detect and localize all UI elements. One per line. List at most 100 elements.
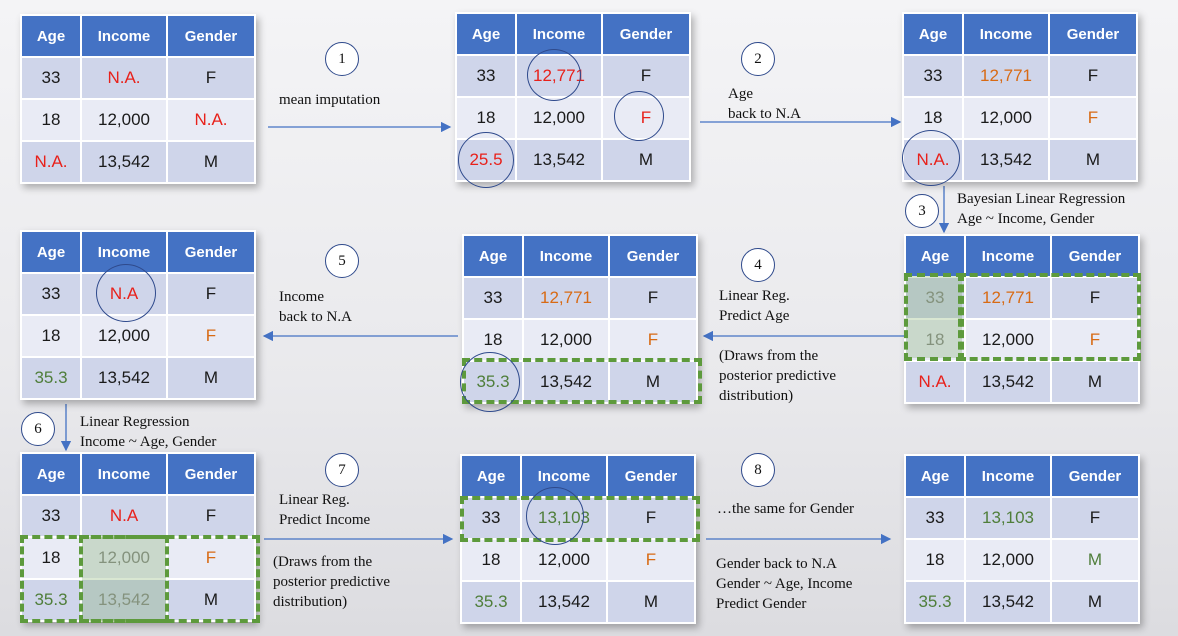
cell: 35.3	[906, 582, 964, 622]
cell: 12,000	[82, 100, 166, 140]
cell: F	[608, 540, 694, 580]
step-6-badge: 6	[21, 412, 55, 446]
cell: 33	[904, 56, 962, 96]
table-age-regression: Age Income Gender 33 12,771 F 18 12,000 F N.A.…	[904, 234, 1140, 404]
header-age: Age	[22, 232, 80, 272]
cell: 35.3	[462, 582, 520, 622]
step-4-draws-note: (Draws from the posterior predictive dis…	[719, 348, 837, 404]
cell: 33	[906, 498, 964, 538]
cell: F	[168, 496, 254, 536]
cell: 12,000	[966, 540, 1050, 580]
header-age: Age	[457, 14, 515, 54]
table-final: Age Income Gender 33 13,103 F 18 12,000 M 35.3…	[904, 454, 1140, 624]
header-gender: Gender	[610, 236, 696, 276]
header-income: Income	[966, 456, 1050, 496]
step-8-note: …the same for Gender	[717, 501, 855, 517]
highlight-ring	[614, 91, 664, 141]
header-age: Age	[462, 456, 520, 496]
step-7-badge: 7	[325, 453, 359, 487]
cell: F	[168, 274, 254, 314]
cell: M	[1050, 140, 1136, 180]
step-7-draws-note: (Draws from the posterior predictive dis…	[273, 554, 391, 610]
header-age: Age	[22, 454, 80, 494]
cell: 33	[464, 278, 522, 318]
cell: F	[168, 316, 254, 356]
cell: 33	[462, 498, 520, 538]
cell: M	[168, 580, 254, 620]
cell: 33	[906, 278, 964, 318]
shaded-region	[906, 276, 962, 358]
cell: 13,542	[82, 580, 166, 620]
highlight-ring	[458, 132, 514, 188]
header-age: Age	[464, 236, 522, 276]
step-5-badge: 5	[325, 244, 359, 278]
cell: 12,771	[966, 278, 1050, 318]
cell: N.A.	[906, 362, 964, 402]
cell: 13,542	[82, 358, 166, 398]
table-age-reset: Age Income Gender 33 12,771 F 18 12,000 F N.A.…	[902, 12, 1138, 182]
cell: F	[168, 538, 254, 578]
highlight-ring	[527, 49, 581, 101]
cell: 13,542	[966, 582, 1050, 622]
step-2-note: Age back to N.A	[728, 86, 801, 122]
cell: 12,000	[966, 320, 1050, 360]
header-age: Age	[906, 236, 964, 276]
step-6-note: Linear Regression Income ~ Age, Gender	[80, 414, 217, 450]
cell: F	[168, 58, 254, 98]
cell: F	[1052, 278, 1138, 318]
header-gender: Gender	[1052, 236, 1138, 276]
cell: 33	[22, 496, 80, 536]
cell: 18	[906, 540, 964, 580]
step-4-note: Linear Reg. Predict Age	[719, 288, 790, 324]
cell: 13,542	[966, 362, 1050, 402]
cell: 33	[22, 274, 80, 314]
step-7-note: Linear Reg. Predict Income	[279, 492, 371, 528]
cell: N.A.	[82, 58, 166, 98]
header-gender: Gender	[168, 232, 254, 272]
cell: 12,771	[524, 278, 608, 318]
cell: M	[1052, 582, 1138, 622]
step-3-note: Bayesian Linear Regression Age ~ Income,…	[957, 191, 1126, 227]
cell: 35.3	[22, 580, 80, 620]
header-age: Age	[22, 16, 80, 56]
cell: M	[610, 362, 696, 402]
step-1-badge: 1	[325, 42, 359, 76]
header-gender: Gender	[608, 456, 694, 496]
cell: 18	[906, 320, 964, 360]
step-5-note: Income back to N.A	[279, 289, 352, 325]
cell: 18	[457, 98, 515, 138]
step-2-badge: 2	[741, 42, 775, 76]
cell: 13,542	[964, 140, 1048, 180]
cell: 12,000	[524, 320, 608, 360]
cell: 13,103	[966, 498, 1050, 538]
header-age: Age	[904, 14, 962, 54]
header-age: Age	[906, 456, 964, 496]
cell: 12,000	[522, 540, 606, 580]
cell: 12,000	[517, 98, 601, 138]
cell: F	[1052, 320, 1138, 360]
table-mean-imputed: Age Income Gender 33 12,771 F 18 12,000 F 25.5…	[455, 12, 691, 182]
cell: 18	[22, 538, 80, 578]
cell: 18	[22, 316, 80, 356]
header-income: Income	[517, 14, 601, 54]
step-8-gender-note: Gender back to N.A Gender ~ Age, Income …	[716, 556, 853, 612]
dashed-box	[904, 273, 964, 361]
cell: 12,000	[82, 538, 166, 578]
header-gender: Gender	[1052, 456, 1138, 496]
header-gender: Gender	[1050, 14, 1136, 54]
header-income: Income	[82, 16, 166, 56]
cell: 13,542	[522, 582, 606, 622]
cell: M	[168, 142, 254, 182]
cell: 18	[22, 100, 80, 140]
cell: M	[168, 358, 254, 398]
cell: F	[1050, 56, 1136, 96]
cell: F	[608, 498, 694, 538]
cell: 18	[462, 540, 520, 580]
header-gender: Gender	[168, 16, 254, 56]
cell: N.A.	[22, 142, 80, 182]
highlight-ring	[96, 264, 156, 322]
highlight-ring	[460, 352, 520, 412]
cell: N.A	[82, 496, 166, 536]
table-original: Age Income Gender 33 N.A. F 18 12,000 N.A. N.A…	[20, 14, 256, 184]
